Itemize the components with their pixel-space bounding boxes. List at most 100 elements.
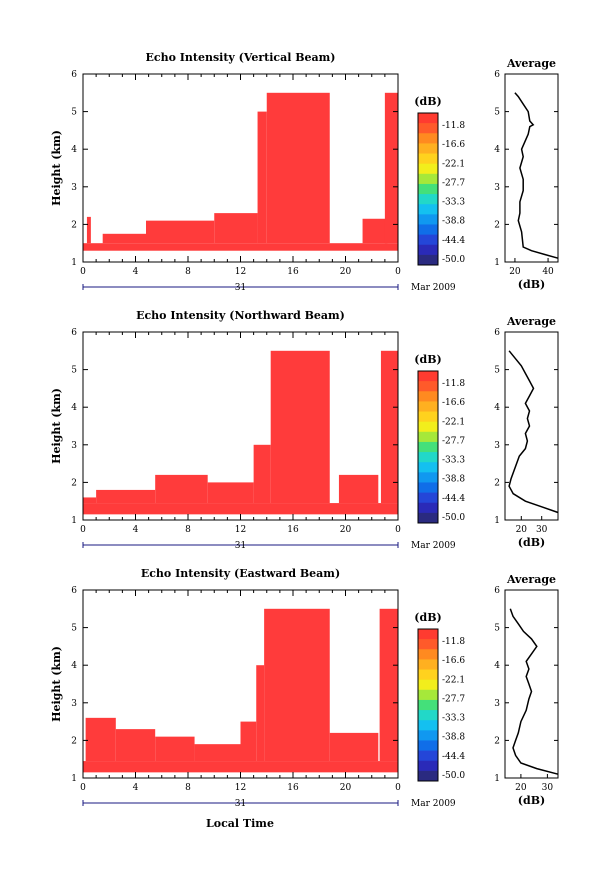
- echo-region: [102, 233, 146, 244]
- colorbar-frame: [417, 370, 439, 524]
- colorbar-label: -38.8: [442, 475, 465, 485]
- echo-region: [115, 729, 156, 762]
- colorbar-label: -16.6: [442, 398, 465, 408]
- panel-title: Echo Intensity (Vertical Beam): [145, 51, 335, 64]
- average-profile-line: [508, 350, 559, 514]
- average-y-tick-label: 5: [494, 366, 500, 376]
- colorbar-segment: [418, 649, 438, 660]
- average-y-tick-label: 3: [494, 183, 500, 193]
- average-y-tick-label: 6: [494, 328, 500, 338]
- colorbar-label: -27.7: [442, 178, 465, 188]
- colorbar-label: -11.8: [442, 121, 465, 131]
- x-tick-label: 0: [80, 267, 86, 277]
- colorbar-segment: [418, 153, 438, 165]
- y-tick-label: 3: [71, 183, 77, 193]
- colorbar-segment: [418, 482, 438, 494]
- echo-region: [362, 218, 388, 244]
- average-y-tick-label: 2: [494, 478, 500, 488]
- panel-2: Echo Intensity (Northward Beam)123456Hei…: [50, 309, 559, 551]
- x-tick-label: 0: [80, 525, 86, 535]
- panel-1: Echo Intensity (Vertical Beam)123456Heig…: [50, 51, 559, 293]
- average-y-tick-label: 5: [494, 624, 500, 634]
- echo-region: [266, 92, 330, 244]
- colorbar-segment: [418, 441, 438, 453]
- x-tick-label: 8: [185, 525, 191, 535]
- colorbar-segment: [418, 381, 438, 392]
- echo-region: [85, 717, 116, 762]
- colorbar-segment: [418, 204, 438, 215]
- echo-region: [264, 608, 330, 762]
- x-tick-label: 4: [133, 525, 139, 535]
- colorbar-segment: [418, 183, 438, 195]
- x-tick-label: 12: [235, 783, 246, 793]
- x-tick-label: 16: [287, 525, 299, 535]
- x-tick-label: 16: [287, 267, 299, 277]
- x-tick-label: 20: [340, 783, 352, 793]
- colorbar-segment: [418, 730, 438, 741]
- colorbar-segment: [418, 462, 438, 473]
- colorbar-segment: [418, 472, 438, 483]
- y-tick-label: 2: [71, 736, 77, 746]
- colorbar-unit: (dB): [414, 95, 441, 108]
- colorbar-segment: [418, 512, 438, 524]
- colorbar-segment: [418, 740, 438, 752]
- colorbar-label: -50.0: [442, 255, 465, 265]
- y-tick-label: 1: [71, 774, 77, 784]
- colorbar-label: -38.8: [442, 217, 465, 227]
- y-tick-label: 2: [71, 478, 77, 488]
- y-tick-label: 6: [71, 328, 77, 338]
- colorbar-segment: [418, 502, 438, 514]
- day-label: 31: [235, 541, 246, 551]
- colorbar-unit: (dB): [414, 353, 441, 366]
- colorbar-label: -16.6: [442, 140, 465, 150]
- echo-region: [256, 665, 265, 762]
- average-y-tick-label: 1: [494, 258, 500, 268]
- average-y-tick-label: 4: [494, 145, 500, 155]
- colorbar-label: -33.3: [442, 714, 465, 724]
- average-y-tick-label: 6: [494, 70, 500, 80]
- echo-region: [214, 213, 258, 244]
- x-tick-label: 12: [235, 525, 246, 535]
- colorbar-label: -44.4: [442, 494, 465, 504]
- colorbar-segment: [418, 421, 438, 433]
- y-tick-label: 3: [71, 699, 77, 709]
- colorbar-segment: [418, 123, 438, 134]
- y-axis-label: Height (km): [50, 388, 63, 464]
- echo-region: [253, 444, 271, 504]
- day-label: 31: [235, 283, 246, 293]
- x-tick-label: 0: [80, 783, 86, 793]
- x-tick-label: 16: [287, 783, 299, 793]
- x-tick-label: 8: [185, 267, 191, 277]
- average-profile-line: [509, 608, 559, 775]
- y-tick-label: 1: [71, 258, 77, 268]
- x-tick-label: 12: [235, 267, 246, 277]
- colorbar-segment: [418, 173, 438, 185]
- date-label: Mar 2009: [411, 541, 456, 551]
- colorbar-label: -22.1: [442, 417, 465, 427]
- date-label: Mar 2009: [411, 283, 456, 293]
- echo-region: [194, 744, 241, 762]
- panel-title: Echo Intensity (Northward Beam): [136, 309, 345, 322]
- day-label: 31: [235, 799, 246, 809]
- average-x-label: (dB): [518, 536, 545, 549]
- y-tick-label: 4: [71, 661, 77, 671]
- average-y-tick-label: 2: [494, 220, 500, 230]
- y-tick-label: 2: [71, 220, 77, 230]
- average-y-tick-label: 1: [494, 516, 500, 526]
- x-tick-label: 0: [395, 525, 401, 535]
- colorbar-segment: [418, 710, 438, 721]
- colorbar-segment: [418, 629, 438, 640]
- y-axis-label: Height (km): [50, 646, 63, 722]
- colorbar-segment: [418, 689, 438, 701]
- colorbar-segment: [418, 113, 438, 124]
- average-y-tick-label: 6: [494, 586, 500, 596]
- average-x-tick-label: 20: [516, 525, 528, 535]
- y-tick-label: 5: [71, 366, 77, 376]
- echo-region: [83, 503, 398, 515]
- y-tick-label: 6: [71, 586, 77, 596]
- average-x-tick-label: 20: [509, 267, 521, 277]
- colorbar-label: -11.8: [442, 637, 465, 647]
- y-axis-label: Height (km): [50, 130, 63, 206]
- y-tick-label: 1: [71, 516, 77, 526]
